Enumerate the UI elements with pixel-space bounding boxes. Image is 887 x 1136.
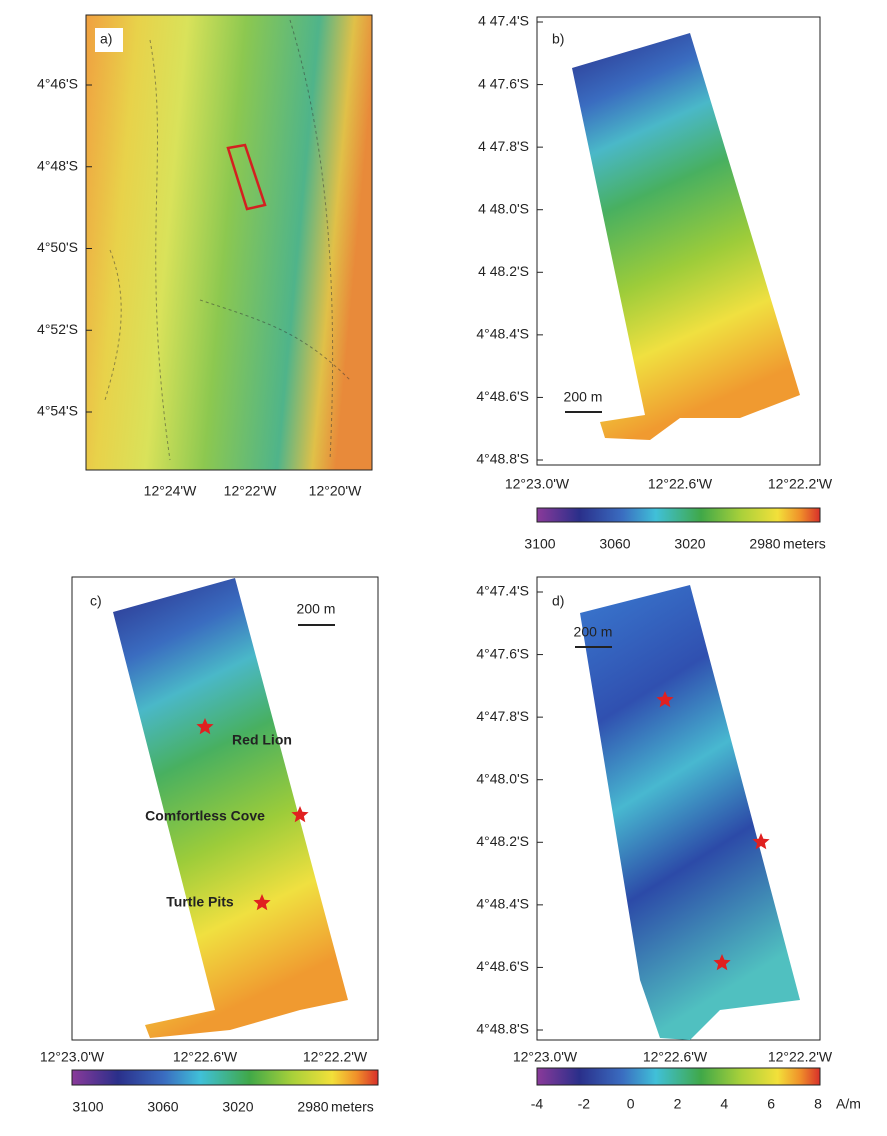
colorbar-tick-label: 2980 (297, 1099, 328, 1115)
colorbar-tick-label: -4 (531, 1096, 544, 1112)
site-label: Turtle Pits (166, 894, 234, 910)
y-tick-label: 4°48.6'S (476, 958, 529, 974)
colorbar-tick-label: -2 (578, 1096, 591, 1112)
y-tick-label: 4 48.2'S (478, 263, 529, 279)
panel-label: d) (552, 593, 564, 609)
colorbar-tick-label: 3060 (599, 536, 630, 552)
colorbar-tick-label: 6 (767, 1096, 775, 1112)
x-tick-label: 12°24'W (144, 483, 197, 499)
x-tick-label: 12°22.2'W (303, 1049, 368, 1065)
scale-bar-label: 200 m (564, 389, 603, 405)
colorbar-tick-label: 3020 (674, 536, 705, 552)
colorbar-tick-label: 8 (814, 1096, 822, 1112)
colorbar-unit: meters (331, 1099, 374, 1115)
figure: a) 4°46'S 4°48'S 4°50'S 4°52'S 4°54'S 12°24'W 1… (0, 0, 887, 1131)
y-tick-label: 4 47.6'S (478, 75, 529, 91)
colorbar-tick-label: 3100 (72, 1099, 103, 1115)
x-tick-label: 12°22.2'W (768, 1049, 833, 1065)
y-tick-label: 4°54'S (37, 403, 78, 419)
y-tick-label: 4°47.8'S (476, 708, 529, 724)
colorbar-tick-label: 3100 (524, 536, 555, 552)
y-tick-label: 4°48.0'S (476, 770, 529, 786)
colorbar-tick-label: 4 (720, 1096, 728, 1112)
y-tick-label: 4°47.4'S (476, 583, 529, 599)
x-tick-label: 12°22.6'W (643, 1049, 708, 1065)
y-tick-label: 4°48.6'S (476, 388, 529, 404)
x-tick-label: 12°23.0'W (513, 1049, 578, 1065)
panel-label: c) (90, 593, 102, 609)
y-tick-label: 4 48.0'S (478, 200, 529, 216)
colorbar-tick-label: 2 (674, 1096, 682, 1112)
x-tick-label: 12°20'W (309, 483, 362, 499)
y-tick-label: 4°50'S (37, 239, 78, 255)
y-tick-label: 4°48'S (37, 157, 78, 173)
colorbar-unit: meters (783, 536, 826, 552)
colorbar-tick-label: 0 (627, 1096, 635, 1112)
x-tick-label: 12°22.2'W (768, 476, 833, 492)
site-label: Comfortless Cove (145, 808, 265, 824)
y-tick-label: 4°48.4'S (476, 896, 529, 912)
y-tick-label: 4°46'S (37, 76, 78, 92)
x-tick-label: 12°23.0'W (505, 476, 570, 492)
y-tick-label: 4°52'S (37, 321, 78, 337)
y-tick-label: 4°47.6'S (476, 645, 529, 661)
panel-label: a) (100, 31, 112, 47)
x-tick-label: 12°22.6'W (173, 1049, 238, 1065)
colorbar-unit: A/m (836, 1096, 861, 1112)
y-tick-label: 4°48.8'S (476, 1021, 529, 1037)
y-tick-label: 4°48.4'S (476, 326, 529, 342)
x-tick-label: 12°23.0'W (40, 1049, 105, 1065)
y-tick-label: 4 47.8'S (478, 138, 529, 154)
scale-bar-label: 200 m (574, 624, 613, 640)
site-label: Red Lion (232, 732, 292, 748)
map-art (72, 15, 820, 1085)
x-tick-label: 12°22.6'W (648, 476, 713, 492)
page: a) 4°46'S 4°48'S 4°50'S 4°52'S 4°54'S 12°24'W 1… (0, 0, 887, 1136)
y-tick-label: 4 47.4'S (478, 13, 529, 29)
x-tick-label: 12°22'W (224, 483, 277, 499)
y-tick-label: 4°48.2'S (476, 833, 529, 849)
panel-label: b) (552, 31, 564, 47)
colorbar-tick-label: 3020 (222, 1099, 253, 1115)
colorbar-tick-label: 2980 (749, 536, 780, 552)
y-tick-label: 4°48.8'S (476, 451, 529, 467)
colorbar-tick-label: 3060 (147, 1099, 178, 1115)
scale-bar-label: 200 m (297, 601, 336, 617)
